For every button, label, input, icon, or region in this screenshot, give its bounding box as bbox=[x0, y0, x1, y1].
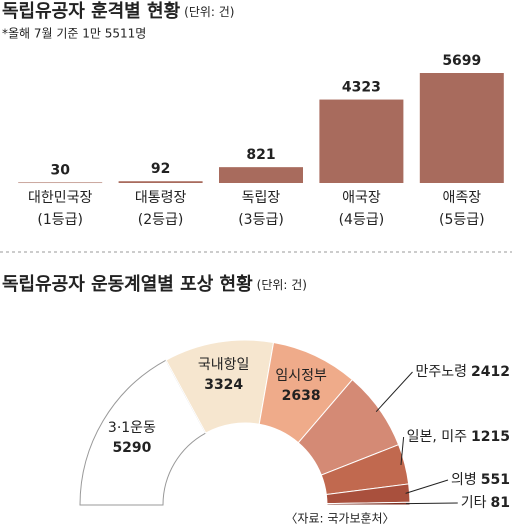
slice-value: 1215 bbox=[471, 429, 510, 445]
slice bbox=[79, 359, 207, 506]
unit: (단위: 건) bbox=[257, 278, 307, 292]
slice-label: 만주노령 bbox=[416, 364, 468, 380]
slice-value: 2412 bbox=[471, 364, 510, 380]
slice-label: 임시정부 bbox=[275, 368, 327, 384]
category-note: (2등급) bbox=[138, 212, 184, 228]
bar bbox=[419, 73, 504, 183]
slice-value: 5290 bbox=[112, 440, 151, 456]
unit: (단위: 건) bbox=[184, 5, 234, 19]
value-label: 4323 bbox=[342, 80, 381, 96]
title: 독립유공자 훈격별 현황 bbox=[2, 0, 181, 22]
category-label: 독립장 bbox=[242, 190, 281, 206]
source: 〈자료: 국가보훈처〉 bbox=[285, 512, 394, 526]
slice-label: 3·1운동 bbox=[108, 420, 156, 436]
bar bbox=[319, 99, 404, 183]
leader-line bbox=[375, 371, 413, 413]
bar bbox=[118, 181, 203, 183]
bar bbox=[18, 182, 103, 184]
value-label: 821 bbox=[246, 147, 275, 163]
title: 독립유공자 운동계열별 포상 현황 bbox=[2, 274, 253, 295]
category-label: 애족장 bbox=[442, 190, 481, 206]
chart-title: 독립유공자 운동계열별 포상 현황 (단위: 건) bbox=[2, 274, 307, 295]
value-label: 92 bbox=[151, 161, 170, 177]
value-label: 30 bbox=[50, 162, 70, 178]
leader-line bbox=[405, 502, 458, 505]
slice-value: 81 bbox=[491, 495, 510, 511]
category-note: (3등급) bbox=[238, 212, 284, 228]
slice-label: 의병 bbox=[451, 472, 477, 488]
category-note: (5등급) bbox=[439, 212, 485, 228]
category-label: 대한민국장 bbox=[28, 190, 93, 206]
slice-value: 2638 bbox=[282, 388, 321, 404]
category-label: 애국장 bbox=[342, 190, 381, 206]
chart-title: 독립유공자 훈격별 현황 (단위: 건) bbox=[2, 0, 234, 22]
leader-line bbox=[400, 436, 405, 466]
value-label: 5699 bbox=[442, 53, 481, 69]
slice-label: 일본, 미주 bbox=[407, 429, 468, 445]
note: *올해 7월 기준 1만 5511명 bbox=[2, 27, 146, 41]
bar bbox=[219, 167, 303, 183]
leader-line bbox=[405, 479, 449, 494]
slice-value: 3324 bbox=[204, 377, 243, 393]
slice-label: 기타 bbox=[461, 495, 487, 511]
slice-label: 국내항일 bbox=[198, 357, 250, 373]
category-label: 대통령장 bbox=[135, 190, 187, 206]
slice-value: 551 bbox=[481, 472, 510, 488]
category-note: (1등급) bbox=[37, 212, 83, 228]
category-note: (4등급) bbox=[339, 212, 385, 228]
